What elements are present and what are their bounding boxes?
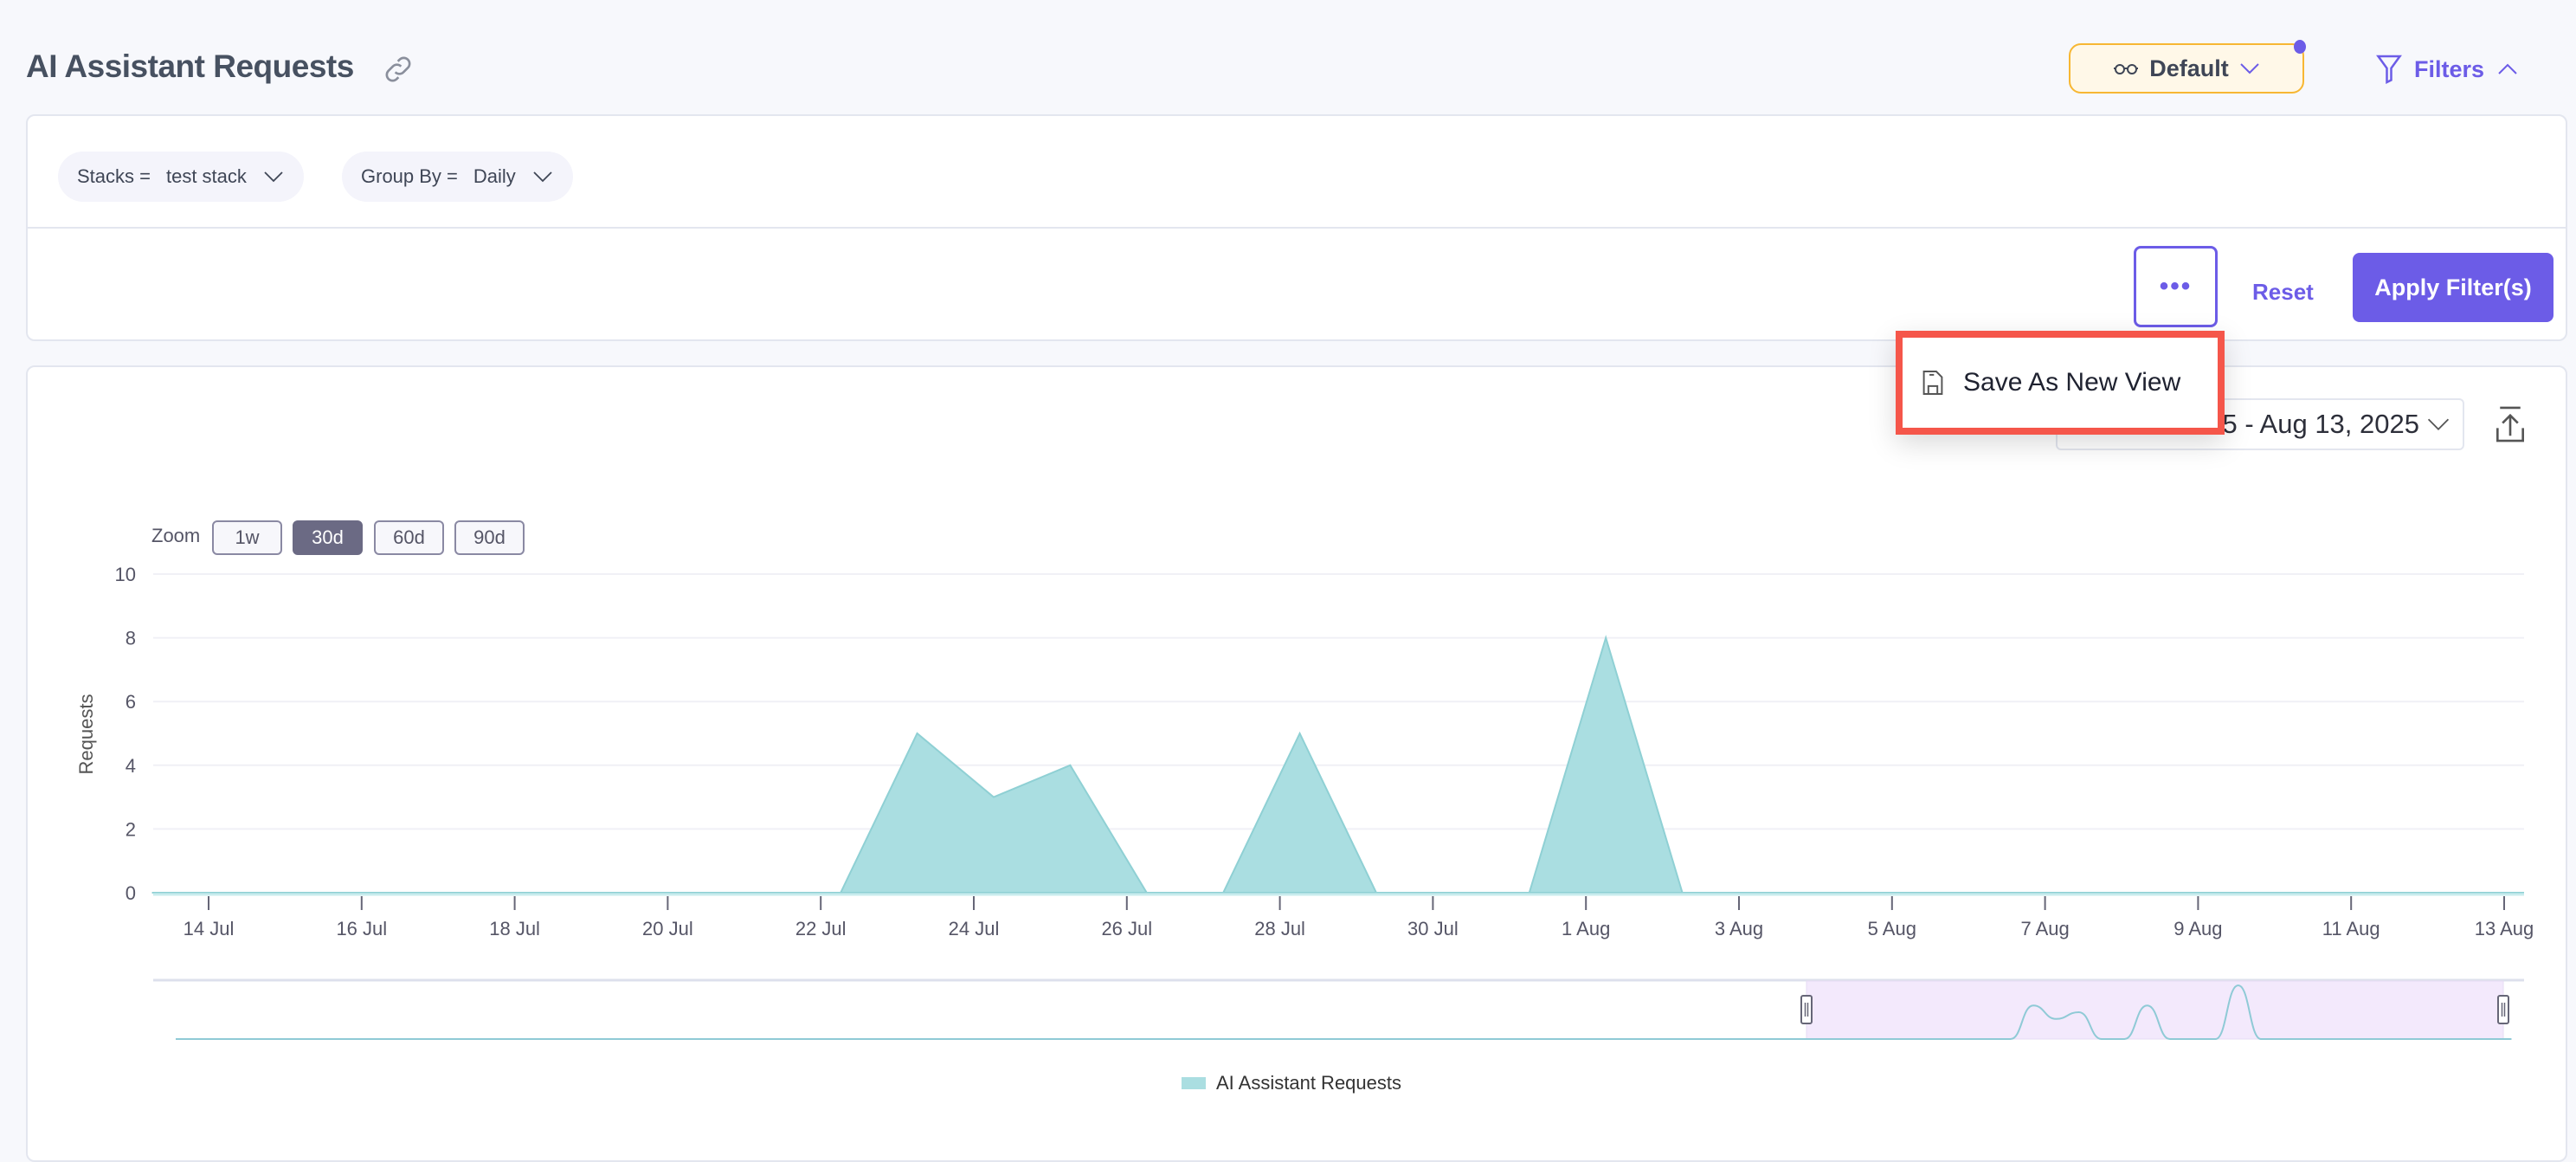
- x-tick-label: 18 Jul: [489, 918, 540, 939]
- zoom-60d-button[interactable]: 60d: [374, 520, 444, 555]
- filters-toggle-button[interactable]: Filters: [2376, 50, 2519, 88]
- filter-chip-stacks[interactable]: Stacks = test stack: [58, 152, 304, 202]
- divider: [26, 227, 2567, 229]
- unsaved-indicator-dot: [2294, 40, 2306, 54]
- x-tick-label: 14 Jul: [184, 918, 235, 939]
- zoom-1w-button[interactable]: 1w: [212, 520, 282, 555]
- x-tick-label: 26 Jul: [1101, 918, 1152, 939]
- y-tick-label: 0: [126, 882, 136, 904]
- more-options-button[interactable]: •••: [2134, 246, 2218, 327]
- navigator-handle[interactable]: [2497, 995, 2509, 1024]
- export-icon[interactable]: [2495, 405, 2526, 443]
- chevron-down-icon: [264, 171, 283, 183]
- x-tick-label: 28 Jul: [1254, 918, 1305, 939]
- x-tick-label: 20 Jul: [642, 918, 693, 939]
- navigator-handle[interactable]: [1800, 995, 1813, 1024]
- x-tick-label: 1 Aug: [1562, 918, 1610, 939]
- x-tick-label: 13 Aug: [2475, 918, 2534, 939]
- x-tick-label: 5 Aug: [1868, 918, 1916, 939]
- x-tick-label: 7 Aug: [2020, 918, 2069, 939]
- x-tick-label: 11 Aug: [2322, 918, 2380, 939]
- glasses-icon: [2114, 64, 2139, 74]
- chip-key: Group By =: [361, 165, 458, 187]
- legend-label: AI Assistant Requests: [1216, 1072, 1401, 1094]
- chip-value: test stack: [165, 165, 247, 187]
- menu-item-save-as-new-view[interactable]: Save As New View: [1963, 368, 2181, 397]
- more-options-menu: Save As New View: [1896, 331, 2225, 435]
- chevron-down-icon: [2427, 418, 2450, 431]
- view-selector-label: Default: [2149, 55, 2229, 81]
- chip-key: Stacks =: [77, 165, 151, 187]
- y-tick-label: 10: [115, 564, 136, 585]
- zoom-30d-button[interactable]: 30d: [293, 520, 363, 555]
- y-tick-label: 8: [126, 628, 136, 649]
- x-tick-label: 3 Aug: [1715, 918, 1763, 939]
- save-icon: [1922, 371, 1943, 395]
- zoom-90d-button[interactable]: 90d: [454, 520, 525, 555]
- x-tick-label: 22 Jul: [795, 918, 847, 939]
- navigator-selection: [1806, 980, 2504, 1040]
- zoom-label: Zoom: [151, 525, 201, 546]
- legend-item[interactable]: AI Assistant Requests: [1182, 1072, 1401, 1094]
- filters-label: Filters: [2414, 55, 2485, 82]
- chevron-down-icon: [533, 171, 552, 183]
- series-area: [151, 635, 2524, 894]
- chevron-up-icon: [2498, 63, 2517, 74]
- date-range-text: 5 - Aug 13, 2025: [2222, 409, 2419, 439]
- x-tick-label: 16 Jul: [336, 918, 387, 939]
- y-tick-label: 6: [126, 691, 136, 713]
- reset-button[interactable]: Reset: [2252, 279, 2314, 305]
- apply-filters-button[interactable]: Apply Filter(s): [2353, 253, 2553, 322]
- link-icon[interactable]: [381, 52, 415, 87]
- y-tick-label: 4: [126, 755, 136, 777]
- page-title: AI Assistant Requests: [26, 48, 354, 84]
- chevron-down-icon: [2240, 63, 2259, 74]
- navigator-series: [176, 984, 2512, 1041]
- legend-swatch: [1182, 1077, 1206, 1089]
- y-tick-label: 2: [126, 818, 136, 840]
- chip-value: Daily: [473, 165, 516, 187]
- x-tick-label: 24 Jul: [949, 918, 1000, 939]
- view-selector-button[interactable]: Default: [2069, 43, 2304, 94]
- filter-icon: [2376, 55, 2402, 85]
- filter-chip-group-by[interactable]: Group By = Daily: [342, 152, 573, 202]
- x-tick-label: 9 Aug: [2174, 918, 2222, 939]
- x-tick-label: 30 Jul: [1407, 918, 1459, 939]
